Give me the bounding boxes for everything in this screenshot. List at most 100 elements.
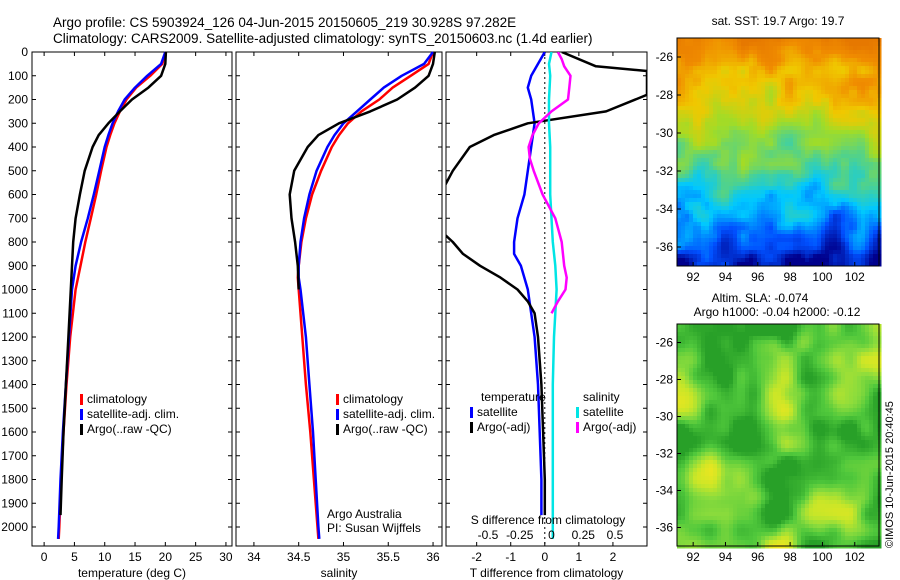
- series-temperature-argo-adj-: [446, 52, 647, 516]
- ytick-label-1700: 1700: [1, 449, 28, 463]
- legend-label-2: Argo(..raw -QC): [87, 422, 172, 436]
- ytick-label-1000: 1000: [1, 283, 28, 297]
- legend-swatch-1: [470, 422, 473, 433]
- ytick-label--28: -28: [656, 373, 674, 387]
- temperature-xlabel: temperature (deg C): [78, 566, 186, 580]
- xtick-label-36: 36: [426, 550, 440, 564]
- salinity-panel: 34 34.5 35 35.5 36 salinity climatologysatelli…: [235, 51, 443, 580]
- sla-map-panel: 92 94 96 98 100 102 -26 -28 -30 -32 -34 -36 Altim. S…: [656, 291, 882, 564]
- xtick-label-5: 5: [71, 550, 78, 564]
- ytick-label--32: -32: [656, 164, 674, 178]
- ytick-label--30: -30: [656, 410, 674, 424]
- credit-pi: PI: Susan Wijffels: [327, 521, 421, 535]
- legend-swatch-1: [336, 409, 339, 420]
- xtick-label-25: 25: [189, 550, 203, 564]
- difference-xlabel: T difference from climatology: [470, 566, 624, 580]
- sla-title: Altim. SLA: -0.074: [712, 291, 809, 305]
- xtick-label-0: 0: [41, 550, 48, 564]
- xtick-label-92: 92: [686, 270, 700, 284]
- xtick-label-0: 0: [541, 550, 548, 564]
- xtick-label-10: 10: [98, 550, 112, 564]
- ytick-label--34: -34: [656, 202, 674, 216]
- legend-label-1: Argo(-adj): [583, 420, 636, 434]
- legend-swatch-0: [576, 407, 579, 418]
- series-climatology: [296, 51, 435, 539]
- ytick-label-1400: 1400: [1, 378, 28, 392]
- difference-series: [446, 52, 647, 539]
- ytick-label-700: 700: [8, 211, 28, 225]
- ytick-label--30: -30: [656, 126, 674, 140]
- xtick-label-102: 102: [845, 270, 865, 284]
- series-temperature-satellite: [512, 52, 546, 516]
- xtick-label-94: 94: [719, 550, 733, 564]
- s-xtick-label-0: -0.5: [478, 528, 499, 542]
- xtick-label--1: -1: [505, 550, 516, 564]
- xtick-label-2: 2: [610, 550, 617, 564]
- xtick-label-1: 1: [576, 550, 583, 564]
- salinity-xlabel: salinity: [321, 566, 358, 580]
- credit-stamp: ©IMOS 10-Jun-2015 20:40:45: [884, 401, 896, 548]
- sla-subtitle: Argo h1000: -0.04 h2000: -0.12: [694, 305, 861, 319]
- xtick-label-100: 100: [812, 270, 832, 284]
- legend-label-1: satellite-adj. clim.: [87, 407, 179, 421]
- series-argo-raw-qc-: [59, 51, 168, 516]
- ytick-label-1900: 1900: [1, 496, 28, 510]
- legend-swatch-0: [470, 407, 473, 418]
- ytick-label-1100: 1100: [2, 306, 28, 320]
- legend-label-0: climatology: [343, 392, 403, 406]
- salinity-axes-frame: [235, 51, 443, 547]
- legend-swatch-0: [336, 394, 339, 405]
- ytick-label--26: -26: [656, 336, 674, 350]
- series-salinity-satellite: [547, 52, 558, 539]
- header-line2: Climatology: CARS2009. Satellite-adjuste…: [53, 31, 593, 46]
- ytick-label-100: 100: [8, 69, 28, 83]
- ytick-label-0: 0: [21, 45, 28, 59]
- legend-swatch-2: [80, 424, 83, 435]
- ytick-label--34: -34: [656, 484, 674, 498]
- ytick-label-1800: 1800: [1, 473, 28, 487]
- temperature-axes-frame: [31, 51, 233, 547]
- header-line1: Argo profile: CS 5903924_126 04-Jun-2015…: [53, 15, 516, 30]
- s-xtick-label-1: -0.25: [506, 528, 534, 542]
- ytick-label-900: 900: [8, 259, 28, 273]
- xtick-label-34.5: 34.5: [287, 550, 311, 564]
- xtick-label-35.5: 35.5: [377, 550, 401, 564]
- s-xtick-label-4: 0.5: [607, 528, 624, 542]
- sst-map-panel: 92 94 96 98 100 102 -26 -28 -30 -32 -34 -36 sat. SST…: [656, 14, 882, 284]
- ytick-label-1600: 1600: [1, 425, 28, 439]
- legend-label-1: satellite-adj. clim.: [343, 407, 435, 421]
- ytick-label--28: -28: [656, 88, 674, 102]
- series-salinity-argo-adj-: [527, 52, 572, 314]
- ytick-label-500: 500: [8, 164, 28, 178]
- xtick-label-96: 96: [751, 270, 765, 284]
- ytick-label-2000: 2000: [1, 520, 28, 534]
- ytick-label--36: -36: [656, 521, 674, 535]
- ytick-label-800: 800: [8, 235, 28, 249]
- legend-swatch-2: [336, 424, 339, 435]
- ytick-label--32: -32: [656, 447, 674, 461]
- legend-temp-title: temperature: [481, 390, 546, 404]
- xtick-label-98: 98: [783, 270, 797, 284]
- credit-group: Argo Australia: [327, 507, 402, 521]
- xtick-label-96: 96: [751, 550, 765, 564]
- legend-label-0: climatology: [87, 392, 147, 406]
- s-xtick-label-2: 0: [548, 528, 555, 542]
- temperature-panel: 0100200300400500600700800900100011001200…: [1, 45, 233, 580]
- ytick-label-600: 600: [8, 188, 28, 202]
- xtick-label-94: 94: [719, 270, 733, 284]
- ytick-label--26: -26: [656, 50, 674, 64]
- xtick-label-30: 30: [219, 550, 233, 564]
- sla_map-field: [677, 324, 882, 549]
- legend-swatch-1: [80, 409, 83, 420]
- xtick-label-92: 92: [686, 550, 700, 564]
- sst_map-field: [677, 38, 882, 267]
- ytick-label-400: 400: [8, 140, 28, 154]
- series-satellite-adj-clim-: [297, 51, 435, 539]
- legend-label-1: Argo(-adj): [477, 420, 530, 434]
- xtick-label-100: 100: [812, 550, 832, 564]
- ytick-label-200: 200: [8, 93, 28, 107]
- s-xtick-label-3: 0.25: [572, 528, 596, 542]
- ytick-label-1300: 1300: [1, 354, 28, 368]
- xtick-label-35: 35: [337, 550, 351, 564]
